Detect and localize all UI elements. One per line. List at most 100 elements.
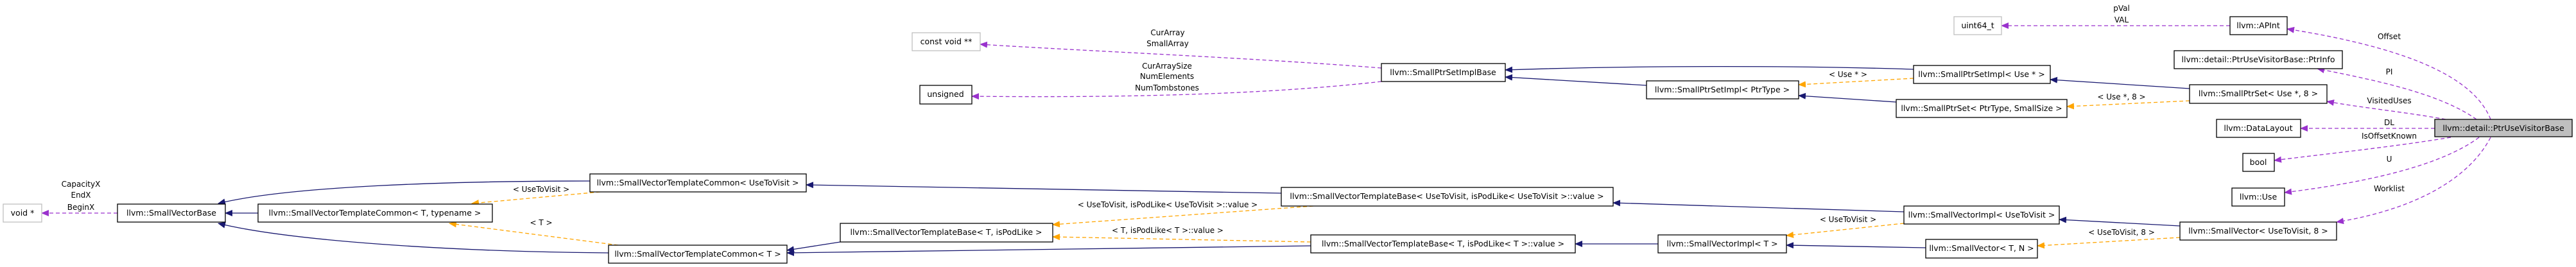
node-label: llvm::SmallVectorImpl< T > [1666,239,1777,248]
node-label: llvm::SmallVector< T, N > [1929,243,2034,253]
node-use[interactable]: llvm::Use [2231,187,2285,207]
node-label: bool [2250,157,2267,167]
edge-usage [2284,137,2480,195]
node-void-ptr[interactable]: void * [3,203,42,223]
node-bool[interactable]: bool [2242,153,2275,172]
edge-label: Worklist [2374,184,2405,193]
edge-template [1052,205,1314,228]
edge-label: < UseToVisit > [1820,215,1876,224]
node-svtb-t-value[interactable]: llvm::SmallVectorTemplateBase< T, isPodL… [1310,234,1576,254]
usage-edges [41,22,2491,225]
edge-inherit [2059,216,2181,227]
node-label: llvm::SmallVectorTemplateBase< UseToVisi… [1290,191,1604,201]
edge-label: NumElements [1140,72,1194,81]
node-uint64-t[interactable]: uint64_t [1953,16,2002,35]
edge-inherit [2050,76,2190,89]
node-label: llvm::DataLayout [2224,123,2292,133]
node-data-layout[interactable]: llvm::DataLayout [2216,119,2301,138]
edge-usage [980,41,1382,69]
edge-label: < UseToVisit > [513,185,569,194]
edge-inherit [786,241,841,253]
node-label: llvm::SmallPtrSet< Use *, 8 > [2199,89,2318,98]
edge-label: < UseToVisit, isPodLike< UseToVisit >::v… [1078,200,1258,209]
edge-template [449,221,619,246]
edge-label: U [2387,155,2392,164]
edge-label: Offset [2378,32,2401,41]
edge-usage [2317,67,2477,120]
edge-inherit [218,180,591,205]
node-label: llvm::SmallVectorTemplateBase< T, isPodL… [850,227,1042,237]
edge-label: VisitedUses [2367,96,2411,105]
node-label: llvm::SmallVectorTemplateCommon< UseToVi… [597,178,799,187]
edge-label: VAL [2114,15,2129,24]
node-small-vector-usetovisit-8[interactable]: llvm::SmallVector< UseToVisit, 8 > [2179,221,2337,241]
edge-usage [971,81,1382,100]
node-small-ptr-set-impl-ptrtype[interactable]: llvm::SmallPtrSetImpl< PtrType > [1646,80,1799,99]
edge-label: CurArray [1150,28,1184,37]
edge-label: PI [2386,67,2393,76]
edge-label: CapacityX [62,180,101,189]
node-const-void-pp[interactable]: const void ** [912,32,981,51]
node-label: llvm::SmallPtrSetImpl< PtrType > [1655,85,1790,94]
node-small-vector-t-n[interactable]: llvm::SmallVector< T, N > [1925,239,2038,259]
node-label: llvm::SmallPtrSetImpl< Use * > [1918,69,2045,79]
node-svtb-usetovisit[interactable]: llvm::SmallVectorTemplateBase< UseToVisi… [1281,187,1614,207]
node-svtc-t[interactable]: llvm::SmallVectorTemplateCommon< T > [608,245,788,264]
node-label: llvm::APInt [2236,21,2280,30]
edge-inherit [1786,242,1926,249]
node-small-ptr-set-impl-use[interactable]: llvm::SmallPtrSetImpl< Use * > [1913,65,2051,84]
node-label: llvm::SmallVectorImpl< UseToVisit > [1908,210,2055,220]
node-svtc-usetovisit[interactable]: llvm::SmallVectorTemplateCommon< UseToVi… [589,173,807,193]
edge-inherit [1798,92,1897,103]
inheritance-edges [218,65,2190,256]
node-small-vector-impl-usetovisit[interactable]: llvm::SmallVectorImpl< UseToVisit > [1903,205,2060,225]
edge-label: < T > [530,218,552,227]
node-label: llvm::detail::PtrUseVisitorBase::PtrInfo [2182,55,2335,64]
edge-inherit [1505,74,1647,86]
node-label: llvm::SmallVectorTemplateCommon< T, type… [269,208,481,218]
edge-label: IsOffsetKnown [2362,132,2417,141]
node-label: llvm::SmallVectorBase [126,208,216,218]
edge-label: < Use *, 8 > [2097,92,2145,101]
edge-label: NumTombstones [1135,83,1199,92]
edge-label: SmallArray [1146,39,1189,48]
node-svtc-t-typename[interactable]: llvm::SmallVectorTemplateCommon< T, type… [257,203,493,223]
node-small-ptr-set-ptrtype-smallsize[interactable]: llvm::SmallPtrSet< PtrType, SmallSize > [1896,99,2068,118]
edge-usage [2336,137,2491,225]
edge-label: pVal [2113,4,2130,13]
edge-usage [2274,137,2451,163]
node-small-ptr-set-impl-base[interactable]: llvm::SmallPtrSetImplBase [1381,63,1506,82]
node-label: llvm::SmallPtrSet< PtrType, SmallSize > [1901,103,2062,113]
edge-label: BeginX [67,203,94,212]
edge-usage [2286,26,2491,120]
node-label: llvm::SmallPtrSetImplBase [1390,67,1496,77]
edge-inherit [786,245,1311,256]
edge-label: EndX [71,191,91,200]
edge-inherit [806,182,1282,194]
node-label: llvm::SmallVectorTemplateCommon< T > [614,249,781,259]
node-label: unsigned [927,89,964,99]
node-apint[interactable]: llvm::APInt [2229,16,2288,35]
node-small-vector-impl-t[interactable]: llvm::SmallVectorImpl< T > [1657,234,1787,254]
node-label: llvm::detail::PtrUseVisitorBase [2442,123,2564,133]
edge-usage [2326,99,2446,120]
edge-inherit [1505,65,1914,73]
edge-template [1786,223,1905,238]
node-ptr-use-visitor-base[interactable]: llvm::detail::PtrUseVisitorBase [2434,119,2573,137]
edge-label: < Use * > [1829,70,1867,79]
node-unsigned[interactable]: unsigned [919,85,972,105]
edge-template [2037,237,2181,249]
edge-inherit [218,221,609,254]
edge-template [1052,234,1311,243]
edge-label: DL [2384,118,2394,127]
node-label: llvm::SmallVector< UseToVisit, 8 > [2188,226,2328,236]
node-small-ptr-set-use-8[interactable]: llvm::SmallPtrSet< Use *, 8 > [2189,84,2328,104]
node-small-vector-base[interactable]: llvm::SmallVectorBase [117,203,226,223]
node-ptr-info[interactable]: llvm::detail::PtrUseVisitorBase::PtrInfo [2174,50,2343,69]
edge-template [2066,100,2190,110]
edge-label: < T, isPodLike< T >::value > [1112,226,1223,235]
node-label: const void ** [921,37,972,46]
node-label: llvm::Use [2240,192,2278,202]
node-svtb-t-ispodlike[interactable]: llvm::SmallVectorTemplateBase< T, isPodL… [840,223,1053,243]
